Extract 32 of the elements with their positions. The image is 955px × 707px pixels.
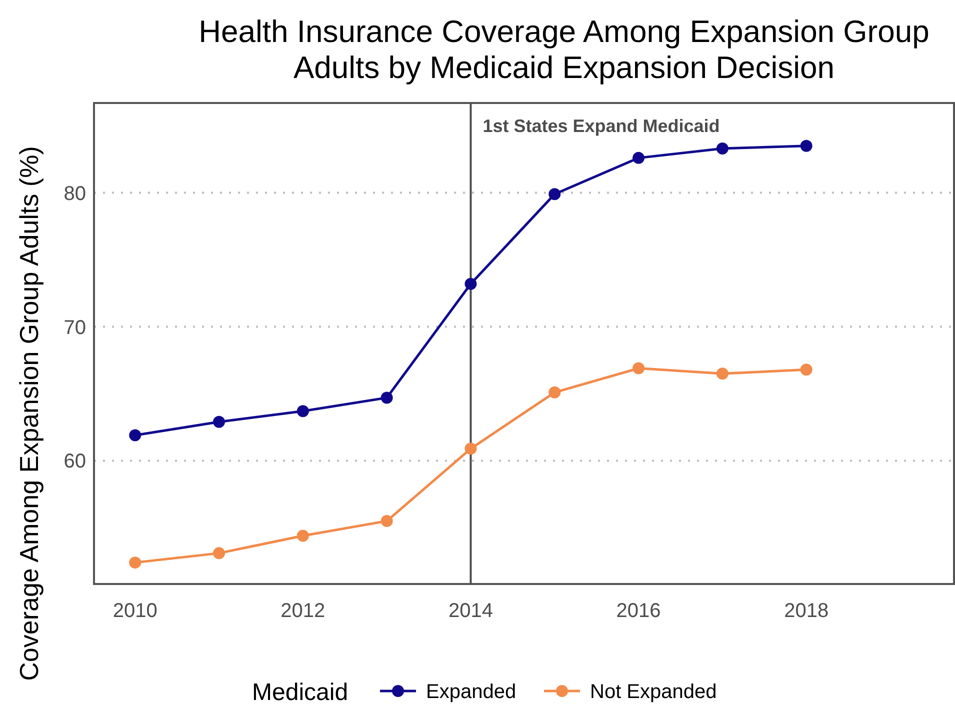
point [632,362,645,374]
point [632,152,645,164]
y-tick-label: 70 [64,316,86,339]
point [129,429,142,442]
point [129,556,142,569]
legend-title: Medicaid [252,679,348,706]
point [548,188,561,200]
point [213,547,226,560]
legend-label: Not Expanded [590,681,717,703]
point [464,278,477,290]
point [380,515,393,528]
x-tick-label: 2018 [784,600,829,622]
x-tick-label: 2010 [112,600,158,622]
ref-line-label: 1st States Expand Medicaid [482,116,720,136]
point [380,392,393,404]
x-tick-label: 2016 [616,600,661,622]
point [548,386,561,398]
x-tick-label: 2014 [448,600,493,622]
point [716,142,728,155]
legend-label: Expanded [426,681,516,703]
point [800,364,812,376]
point [296,405,309,418]
point [213,416,226,428]
y-tick-label: 60 [64,450,86,473]
x-tick-label: 2012 [280,600,326,622]
point [716,368,728,380]
y-tick-label: 80 [64,182,86,205]
y-axis-title: Coverage Among Expansion Group Adults (%) [14,146,44,681]
chart-title: Health Insurance Coverage Among Expansion Group Adults by Medicaid Expansion Decision [198,14,930,85]
point [800,140,812,152]
point [464,442,477,455]
point [296,530,309,542]
